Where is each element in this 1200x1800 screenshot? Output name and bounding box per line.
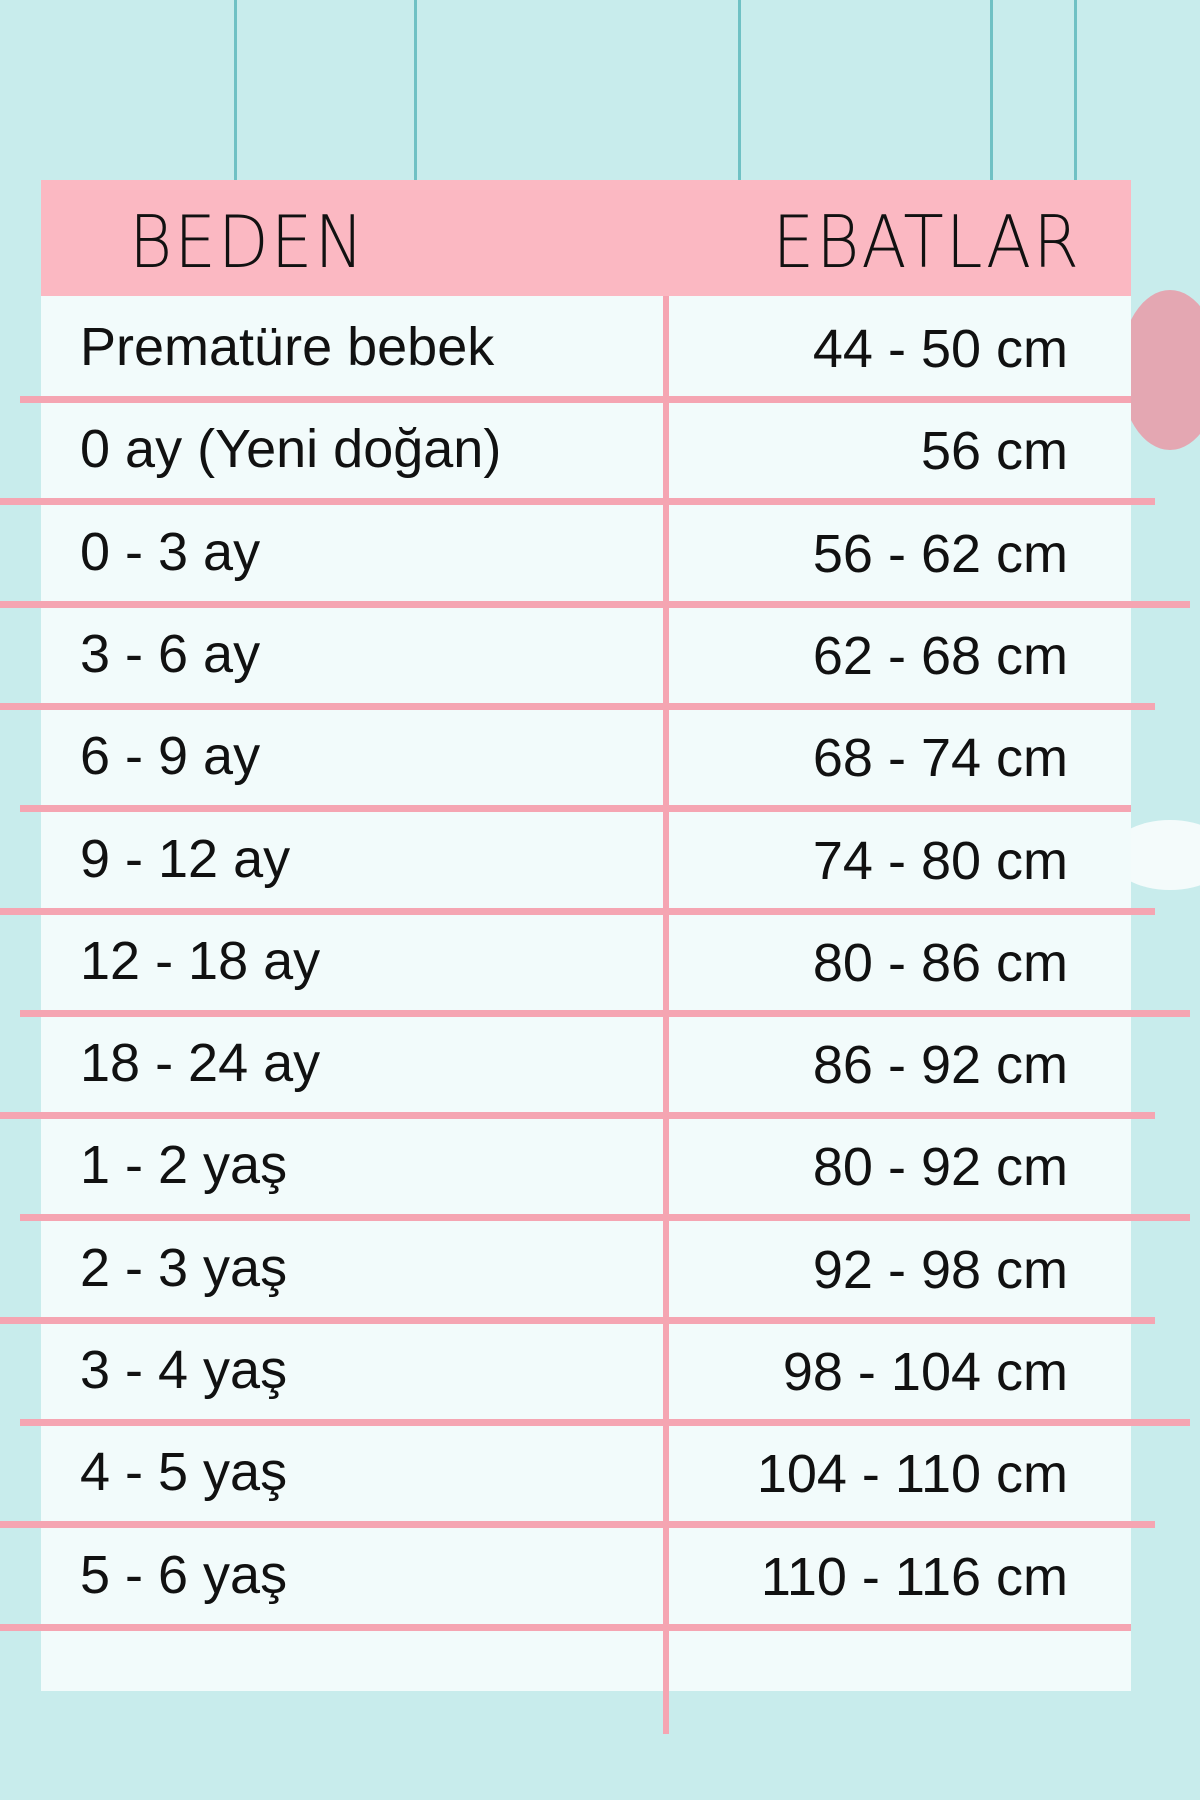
measure-cell: 56 cm <box>920 421 1068 482</box>
table-row: 9 - 12 ay 74 - 80 cm <box>0 808 1200 910</box>
row-separator <box>20 1419 1190 1426</box>
row-separator <box>20 1009 1190 1017</box>
table-row: 1 - 2 yaş 80 - 92 cm <box>0 1114 1200 1216</box>
row-separator <box>0 907 1155 915</box>
table-row: 6 - 9 ay 68 - 74 cm <box>0 705 1200 807</box>
size-cell: 2 - 3 yaş <box>80 1237 288 1298</box>
table-row: 4 - 5 yaş 104 - 110 cm <box>0 1421 1200 1523</box>
table-row: 3 - 6 ay 62 - 68 cm <box>0 603 1200 705</box>
hanging-string <box>414 0 417 180</box>
size-cell: 5 - 6 yaş <box>80 1544 288 1605</box>
size-cell: 0 ay (Yeni doğan) <box>80 419 502 480</box>
table-row: 5 - 6 yaş 110 - 116 cm <box>0 1524 1200 1626</box>
hanging-string <box>234 0 237 180</box>
table-row: Prematüre bebek 44 - 50 cm <box>0 296 1200 398</box>
row-separator <box>0 498 1155 506</box>
table-row: 18 - 24 ay 86 - 92 cm <box>0 1012 1200 1114</box>
measure-cell: 110 - 116 cm <box>760 1546 1068 1607</box>
size-cell: 18 - 24 ay <box>80 1033 321 1094</box>
measure-cell: 44 - 50 cm <box>812 319 1068 379</box>
row-separator <box>20 805 1131 813</box>
measure-cell: 92 - 98 cm <box>812 1239 1068 1300</box>
size-cell: Prematüre bebek <box>80 317 495 377</box>
hanging-string <box>738 0 741 180</box>
measure-cell: 56 - 62 cm <box>812 523 1068 584</box>
pink-bib-decoration <box>1120 290 1200 450</box>
header-measure: EBATLAR <box>772 200 1081 285</box>
measure-cell: 62 - 68 cm <box>812 625 1068 686</box>
size-cell: 1 - 2 yaş <box>80 1135 288 1196</box>
row-separator <box>0 702 1155 710</box>
size-cell: 12 - 18 ay <box>80 930 321 991</box>
row-separator <box>0 600 1190 608</box>
row-separator <box>0 1521 1155 1529</box>
table-row: 3 - 4 yaş 98 - 104 cm <box>0 1319 1200 1421</box>
row-separator <box>0 1623 1131 1631</box>
measure-cell: 80 - 92 cm <box>812 1137 1068 1198</box>
column-divider <box>663 296 669 1734</box>
table-row: 0 - 3 ay 56 - 62 cm <box>0 501 1200 603</box>
size-cell: 0 - 3 ay <box>80 521 261 582</box>
table-header: BEDEN EBATLAR <box>41 180 1131 296</box>
row-separator <box>0 1112 1155 1120</box>
row-separator <box>20 396 1131 403</box>
measure-cell: 98 - 104 cm <box>782 1342 1068 1402</box>
table-row: 0 ay (Yeni doğan) 56 cm <box>0 398 1200 500</box>
row-separator <box>20 1214 1190 1222</box>
hanging-string <box>1074 0 1077 180</box>
measure-cell: 104 - 110 cm <box>756 1444 1068 1505</box>
size-cell: 9 - 12 ay <box>80 828 291 889</box>
header-size: BEDEN <box>129 200 366 285</box>
measure-cell: 86 - 92 cm <box>812 1035 1068 1096</box>
row-separator <box>0 1316 1155 1324</box>
size-cell: 3 - 6 ay <box>80 623 261 684</box>
table-row: 12 - 18 ay 80 - 86 cm <box>0 910 1200 1012</box>
measure-cell: 80 - 86 cm <box>812 932 1068 993</box>
size-cell: 3 - 4 yaş <box>80 1340 288 1400</box>
size-table <box>41 180 1131 1691</box>
size-cell: 6 - 9 ay <box>80 726 261 787</box>
table-row: 2 - 3 yaş 92 - 98 cm <box>0 1217 1200 1319</box>
hanging-string <box>990 0 993 180</box>
size-cell: 4 - 5 yaş <box>80 1442 288 1503</box>
measure-cell: 74 - 80 cm <box>812 830 1068 891</box>
measure-cell: 68 - 74 cm <box>812 728 1068 789</box>
